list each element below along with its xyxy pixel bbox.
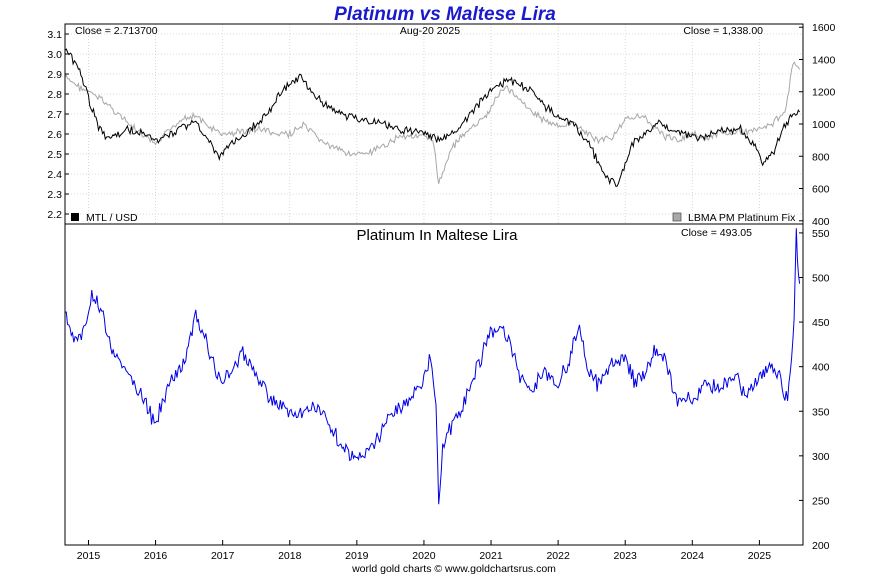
date-label: Aug-20 2025: [400, 25, 460, 37]
left-axis-ticks: 2.2 2.3 2.4 2.5 2.6 2.7 2.8 2.9 3.0 3.1: [47, 29, 69, 221]
close-right-label: Close = 1,338.00: [683, 25, 763, 37]
platinum-price-line: [64, 61, 801, 184]
bottom-subtitle: Platinum In Maltese Lira: [357, 227, 519, 244]
top-panel-grid: [65, 24, 803, 224]
x-axis-ticks: 2015 2016 2017 2018 2019 2020 2021 2022 2023 2024…: [77, 540, 771, 562]
close-left-label: Close = 2.713700: [75, 25, 158, 37]
bottom-right-tick-label: 400: [812, 362, 830, 374]
bottom-right-tick-label: 500: [812, 273, 830, 285]
x-tick-label: 2022: [546, 550, 570, 562]
bottom-axis-ticks: 200 250 300 350 400 450 500 550: [799, 228, 830, 552]
bottom-right-tick-label: 450: [812, 317, 830, 329]
x-tick-label: 2019: [345, 550, 369, 562]
bottom-right-tick-label: 300: [812, 451, 830, 463]
right-tick-label: 1400: [812, 54, 836, 66]
legend-platinum-swatch: [672, 212, 682, 222]
bottom-right-tick-label: 200: [812, 540, 830, 552]
series-lines: [64, 48, 801, 505]
x-tick-label: 2025: [748, 550, 772, 562]
left-tick-label: 2.6: [47, 129, 62, 141]
left-tick-label: 2.9: [47, 69, 62, 81]
right-tick-label: 1200: [812, 87, 836, 99]
x-tick-label: 2021: [479, 550, 503, 562]
right-tick-label: 1000: [812, 119, 836, 131]
legend-mtl-swatch: [71, 213, 79, 221]
x-tick-label: 2020: [412, 550, 436, 562]
bottom-close-label: Close = 493.05: [681, 227, 752, 239]
bottom-right-tick-label: 250: [812, 495, 830, 507]
right-tick-label: 800: [812, 151, 830, 163]
mtl-usd-line: [64, 48, 801, 187]
left-tick-label: 2.2: [47, 209, 62, 221]
bottom-right-tick-label: 550: [812, 228, 830, 240]
legend-platinum-label: LBMA PM Platinum Fix: [688, 212, 796, 224]
legend-mtl-label: MTL / USD: [86, 212, 138, 224]
right-tick-label: 400: [812, 216, 830, 228]
left-tick-label: 2.4: [47, 169, 62, 181]
bottom-right-tick-label: 350: [812, 406, 830, 418]
left-tick-label: 3.1: [47, 29, 62, 41]
x-tick-label: 2016: [144, 550, 168, 562]
x-tick-label: 2024: [681, 550, 705, 562]
platinum-in-mtl-line: [64, 228, 801, 505]
left-tick-label: 2.5: [47, 149, 62, 161]
x-tick-label: 2018: [278, 550, 302, 562]
x-tick-label: 2017: [211, 550, 235, 562]
left-tick-label: 2.8: [47, 89, 62, 101]
right-axis-ticks: 400 600 800 1000 1200 1400 1600: [799, 22, 836, 228]
footer-credit: world gold charts © www.goldchartsrus.co…: [351, 563, 556, 575]
left-tick-label: 2.3: [47, 189, 62, 201]
left-tick-label: 2.7: [47, 109, 62, 121]
x-tick-label: 2015: [77, 550, 101, 562]
left-tick-label: 3.0: [47, 49, 62, 61]
right-tick-label: 1600: [812, 22, 836, 34]
right-tick-label: 600: [812, 184, 830, 196]
bottom-panel-frame: [64, 223, 804, 546]
chart-title: Platinum vs Maltese Lira: [334, 4, 556, 25]
x-tick-label: 2023: [614, 550, 638, 562]
